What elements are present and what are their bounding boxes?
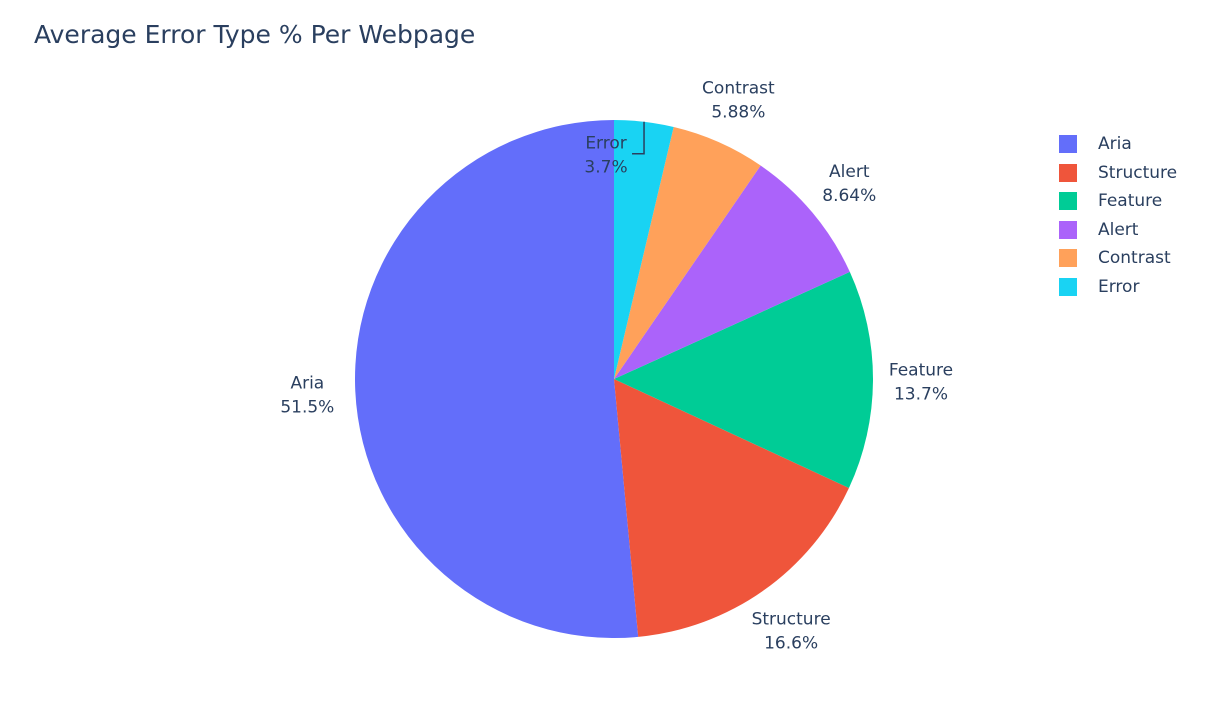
pie-slice-alert — [614, 165, 850, 379]
slice-value-contrast: 5.88% — [711, 102, 765, 122]
slice-label-feature: Feature — [889, 360, 953, 380]
legend-label: Structure — [1098, 162, 1178, 183]
legend-item-aria[interactable]: Aria — [1059, 130, 1177, 159]
pie-slices — [355, 120, 873, 638]
legend-swatch — [1059, 163, 1077, 182]
slice-value-feature: 13.7% — [894, 384, 948, 404]
chart-title: Average Error Type % Per Webpage — [34, 20, 476, 49]
legend-label: Aria — [1098, 134, 1132, 155]
legend-label: Feature — [1098, 191, 1163, 212]
legend-item-alert[interactable]: Alert — [1059, 216, 1177, 245]
pie-slice-feature — [614, 271, 873, 489]
legend-swatch — [1059, 277, 1077, 296]
legend-item-feature[interactable]: Feature — [1059, 187, 1177, 216]
leader-line-error — [632, 121, 645, 155]
slice-label-contrast: Contrast — [702, 78, 775, 98]
legend-item-error[interactable]: Error — [1059, 273, 1177, 302]
pie-labels: Aria 51.5% Structure 16.6% Feature 13.7% Alert… — [280, 78, 953, 653]
legend-swatch — [1059, 249, 1077, 268]
pie-slice-aria — [355, 120, 639, 638]
legend-label: Alert — [1098, 219, 1139, 240]
legend-swatch — [1059, 220, 1077, 239]
pie-slice-error — [614, 120, 674, 379]
slice-value-aria: 51.5% — [280, 397, 334, 417]
legend-item-structure[interactable]: Structure — [1059, 159, 1177, 188]
slice-label-error: Error — [585, 134, 626, 154]
legend-label: Error — [1098, 276, 1140, 297]
legend-swatch — [1059, 135, 1077, 154]
slice-label-aria: Aria — [290, 373, 324, 393]
pie-slice-structure — [614, 379, 849, 637]
slice-label-structure: Structure — [752, 610, 831, 630]
legend-label: Contrast — [1098, 248, 1171, 269]
legend: Aria Structure Feature Alert Contrast Error — [1059, 130, 1177, 301]
slice-value-error: 3.7% — [584, 158, 627, 178]
legend-item-contrast[interactable]: Contrast — [1059, 244, 1177, 273]
legend-swatch — [1059, 192, 1077, 211]
slice-value-alert: 8.64% — [822, 186, 876, 206]
slice-label-alert: Alert — [829, 162, 870, 182]
pie-slice-contrast — [614, 126, 761, 379]
slice-value-structure: 16.6% — [764, 634, 818, 654]
